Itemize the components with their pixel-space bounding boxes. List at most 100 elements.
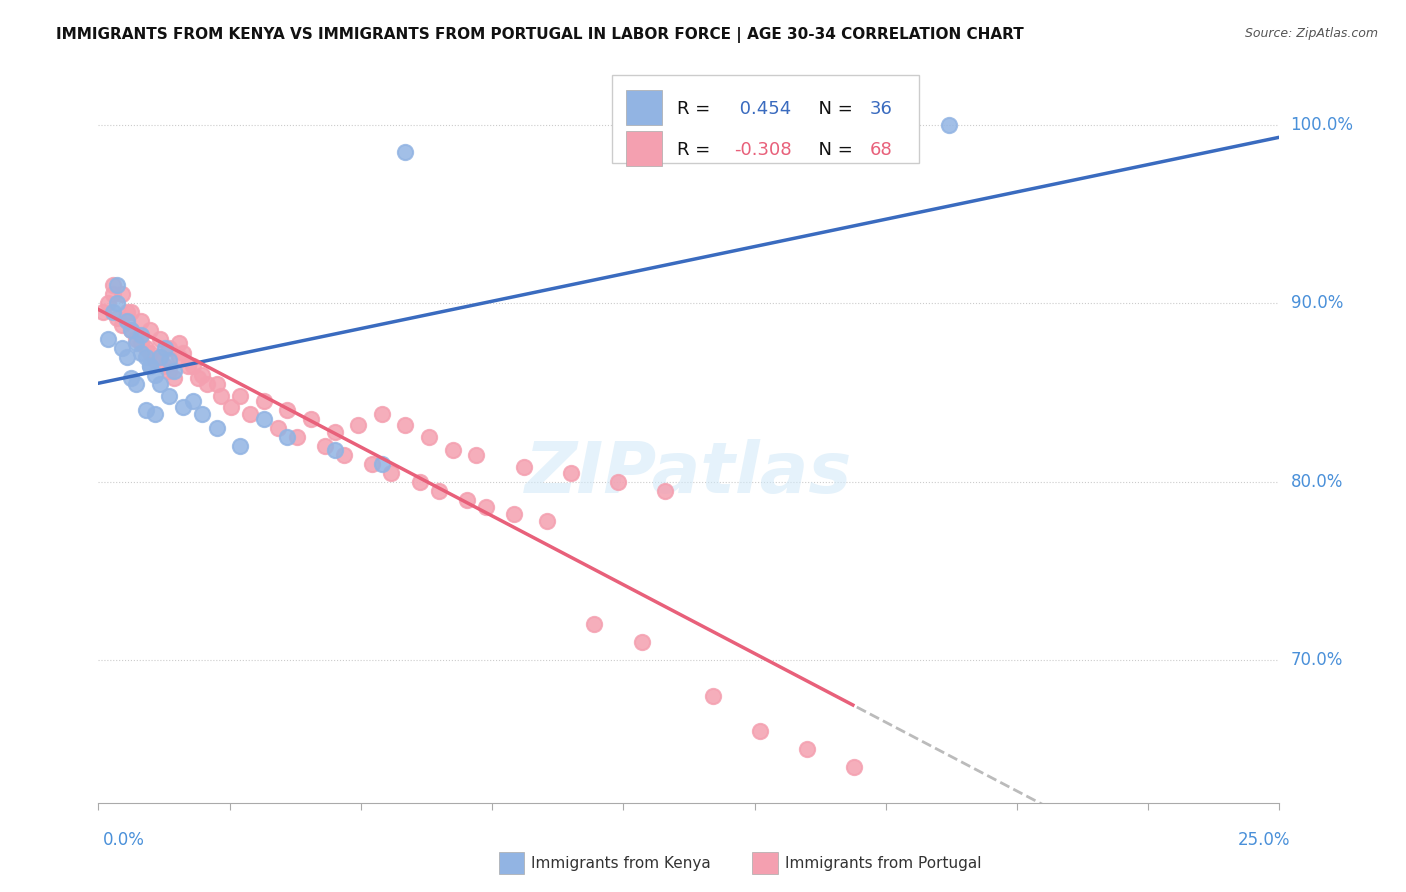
Point (394, 417, 416, 432)
Point (195, 376, 218, 391)
Point (135, 341, 157, 355)
Point (607, 475, 630, 489)
Point (380, 466, 402, 480)
Point (205, 376, 228, 391)
Point (157, 364, 180, 378)
Text: N =: N = (807, 141, 859, 159)
Point (253, 394, 276, 409)
Point (97, 332, 120, 346)
Point (167, 335, 190, 350)
Point (101, 305, 124, 319)
Point (441, 442, 464, 457)
Point (456, 492, 478, 507)
Point (702, 689, 724, 703)
Point (418, 430, 440, 444)
Point (91, 305, 114, 319)
Point (129, 346, 152, 360)
Text: Source: ZipAtlas.com: Source: ZipAtlas.com (1244, 27, 1378, 40)
Point (115, 314, 138, 328)
Text: Immigrants from Kenya: Immigrants from Kenya (531, 856, 711, 871)
Point (536, 514, 558, 528)
Point (191, 407, 214, 421)
Point (121, 323, 143, 337)
Point (323, 442, 346, 457)
Point (229, 389, 252, 403)
Point (503, 507, 526, 521)
Point (181, 359, 204, 373)
Point (125, 376, 148, 391)
Point (219, 400, 242, 414)
Point (163, 371, 186, 385)
Point (139, 346, 162, 360)
Point (229, 439, 252, 453)
Bar (626, 90, 662, 126)
Point (153, 359, 176, 373)
Point (129, 335, 152, 350)
Point (408, 475, 430, 489)
Point (748, 724, 770, 739)
Point (583, 617, 606, 632)
Point (475, 500, 498, 514)
Point (129, 328, 152, 343)
Point (121, 323, 143, 337)
Point (115, 350, 138, 364)
Point (105, 278, 128, 293)
Point (149, 350, 172, 364)
Point (465, 448, 488, 462)
Point (285, 430, 308, 444)
Point (314, 439, 336, 453)
Point (111, 287, 134, 301)
Point (157, 389, 180, 403)
Point (512, 460, 534, 475)
Point (187, 371, 209, 385)
Text: 36: 36 (870, 101, 893, 119)
Point (394, 145, 416, 159)
Point (371, 407, 394, 421)
Point (157, 341, 180, 355)
Point (205, 421, 228, 435)
Bar (626, 130, 662, 166)
Point (129, 314, 152, 328)
Text: 68: 68 (870, 141, 893, 159)
Point (181, 394, 204, 409)
Point (177, 359, 200, 373)
Text: 25.0%: 25.0% (1239, 831, 1291, 849)
Bar (612, 75, 920, 163)
Point (139, 323, 162, 337)
Point (654, 483, 676, 498)
Text: N =: N = (807, 101, 859, 119)
Point (333, 448, 356, 462)
Point (172, 346, 194, 360)
Text: 80.0%: 80.0% (1291, 473, 1343, 491)
Text: IMMIGRANTS FROM KENYA VS IMMIGRANTS FROM PORTUGAL IN LABOR FORCE | AGE 30-34 COR: IMMIGRANTS FROM KENYA VS IMMIGRANTS FROM… (56, 27, 1024, 43)
Point (143, 407, 166, 421)
Point (111, 318, 134, 332)
Point (121, 305, 143, 319)
Point (209, 389, 232, 403)
Point (253, 412, 276, 426)
Point (560, 466, 582, 480)
Point (630, 635, 652, 649)
Point (347, 417, 370, 432)
Point (163, 364, 186, 378)
Point (139, 359, 162, 373)
Text: R =: R = (678, 101, 716, 119)
Point (149, 350, 172, 364)
Point (149, 332, 172, 346)
Point (371, 457, 394, 471)
Point (239, 407, 262, 421)
Point (796, 742, 818, 756)
Point (101, 287, 124, 301)
Point (276, 403, 298, 417)
Text: 70.0%: 70.0% (1291, 651, 1343, 669)
Point (191, 368, 214, 382)
Point (172, 400, 194, 414)
Point (167, 350, 190, 364)
Point (143, 368, 166, 382)
Point (299, 412, 322, 426)
Text: 0.0%: 0.0% (103, 831, 145, 849)
Text: ZIPatlas: ZIPatlas (526, 439, 852, 508)
Point (135, 350, 157, 364)
Point (938, 118, 960, 132)
Point (427, 483, 450, 498)
